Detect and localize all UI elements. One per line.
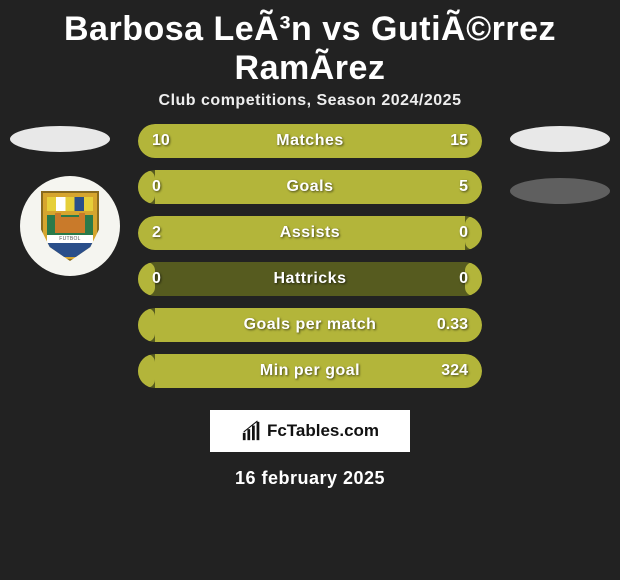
stat-value-right: 0 — [459, 262, 468, 296]
stat-value-right: 324 — [441, 354, 468, 388]
stats-list: Matches1015Goals05Assists20Hattricks00Go… — [138, 124, 482, 400]
stat-value-right: 0 — [459, 216, 468, 250]
chart-icon — [241, 420, 263, 442]
stat-value-right: 15 — [450, 124, 468, 158]
stat-label: Goals — [138, 170, 482, 204]
stat-row: Goals0 5 — [138, 170, 482, 204]
source-logo: FcTables.com — [210, 410, 410, 452]
stat-label: Matches — [138, 124, 482, 158]
stat-value-left: 2 — [152, 216, 161, 250]
left-player-slot-1 — [10, 126, 110, 152]
stat-value-left: 10 — [152, 124, 170, 158]
stat-value-right: 5 — [459, 170, 468, 204]
stat-row: Matches10 15 — [138, 124, 482, 158]
stat-row: Hattricks0 0 — [138, 262, 482, 296]
date-label: 16 february 2025 — [0, 468, 620, 489]
right-player-slot-2 — [510, 178, 610, 204]
stat-row: Goals per match0.33 — [138, 308, 482, 342]
source-logo-text: FcTables.com — [267, 421, 379, 441]
page-subtitle: Club competitions, Season 2024/2025 — [0, 92, 620, 124]
stat-label: Hattricks — [138, 262, 482, 296]
stat-row: Min per goal324 — [138, 354, 482, 388]
right-player-slot-1 — [510, 126, 610, 152]
shield-icon: FUTBOL — [41, 191, 99, 261]
club-crest: FUTBOL — [20, 176, 120, 276]
stat-value-right: 0.33 — [437, 308, 468, 342]
stat-label: Goals per match — [138, 308, 482, 342]
stat-value-left: 0 — [152, 262, 161, 296]
stat-label: Min per goal — [138, 354, 482, 388]
stat-row: Assists2 0 — [138, 216, 482, 250]
page-title: Barbosa LeÃ³n vs GutiÃ©rrez RamÃ­rez — [0, 0, 620, 92]
stat-value-left: 0 — [152, 170, 161, 204]
stat-label: Assists — [138, 216, 482, 250]
